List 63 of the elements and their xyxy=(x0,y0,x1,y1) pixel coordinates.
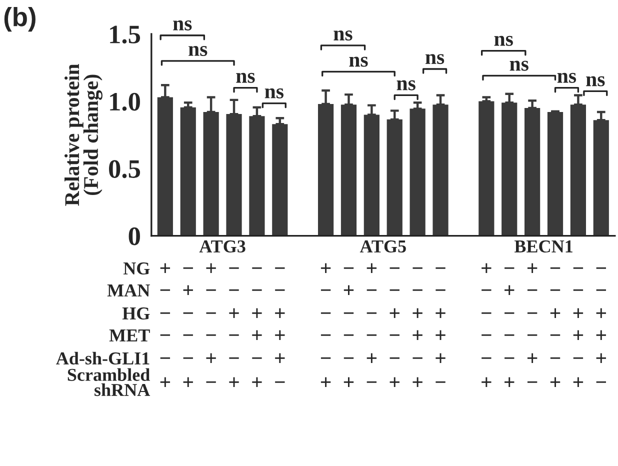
annotation: ns xyxy=(510,60,528,71)
bar xyxy=(364,114,380,236)
annotation: ns xyxy=(188,46,208,56)
bar xyxy=(318,104,334,236)
bar xyxy=(478,101,494,236)
annotation: ns xyxy=(334,30,352,41)
text: ++−++− xyxy=(482,377,606,387)
text: −+−−−− xyxy=(482,285,606,295)
text: ++−++− xyxy=(160,377,285,387)
y-tick-label: 1.0 xyxy=(110,92,140,111)
y-tick-label: 1.5 xyxy=(110,26,140,44)
text: −−+−−+ xyxy=(482,353,606,363)
text: +−+−−− xyxy=(160,263,285,273)
text: −−−−++ xyxy=(320,330,446,340)
bar xyxy=(226,114,242,236)
text: ATG5 xyxy=(360,240,406,253)
annotation: ns xyxy=(264,88,284,98)
bar xyxy=(410,108,426,236)
annotation: ns xyxy=(557,72,576,83)
text: MET xyxy=(109,330,150,342)
text: −−−+++ xyxy=(482,308,606,318)
bar xyxy=(249,116,265,236)
bar xyxy=(180,107,196,236)
text: ns xyxy=(173,20,192,30)
bar xyxy=(547,112,564,236)
annotation: ns xyxy=(236,72,255,83)
text: +−+−−− xyxy=(320,263,446,273)
text: HG xyxy=(122,307,150,320)
annotation: ns xyxy=(586,76,605,86)
bar xyxy=(570,104,586,236)
y-tick-label: 0.5 xyxy=(109,160,140,178)
y-tick-label: 0 xyxy=(128,227,140,246)
text: −−−+++ xyxy=(160,308,285,318)
text: Ad-sh-GLI1 xyxy=(56,352,150,365)
text: −−−+++ xyxy=(320,308,446,318)
text: NG xyxy=(123,262,150,275)
annotation: ns xyxy=(494,36,513,46)
text: ATG3 xyxy=(199,240,246,253)
annotation: ns xyxy=(426,54,444,64)
text: ++−++− xyxy=(320,377,446,387)
y-axis-title: Relative protein (Fold change) xyxy=(64,64,102,206)
annotation: ns xyxy=(396,80,416,90)
text: −−+−−+ xyxy=(320,353,446,363)
bar xyxy=(502,102,518,236)
bar xyxy=(157,97,173,236)
text: BECN1 xyxy=(514,240,572,253)
bar xyxy=(432,104,448,236)
bar xyxy=(203,112,219,236)
text: −+−−−− xyxy=(160,285,285,295)
text: +−+−−− xyxy=(482,263,606,273)
bar xyxy=(593,120,609,236)
text: Scrambled shRNA xyxy=(68,368,150,396)
bar xyxy=(272,124,288,236)
bar xyxy=(386,119,402,236)
chart-title: (b) xyxy=(4,6,36,32)
text: −−−−++ xyxy=(482,330,606,340)
text: −+−−−− xyxy=(320,285,446,295)
annotation: ns xyxy=(349,56,368,67)
text: −−−−++ xyxy=(160,330,285,340)
bar xyxy=(524,108,540,236)
bar xyxy=(340,104,357,236)
text: −−+−−+ xyxy=(160,353,285,363)
text: MAN xyxy=(107,284,150,296)
